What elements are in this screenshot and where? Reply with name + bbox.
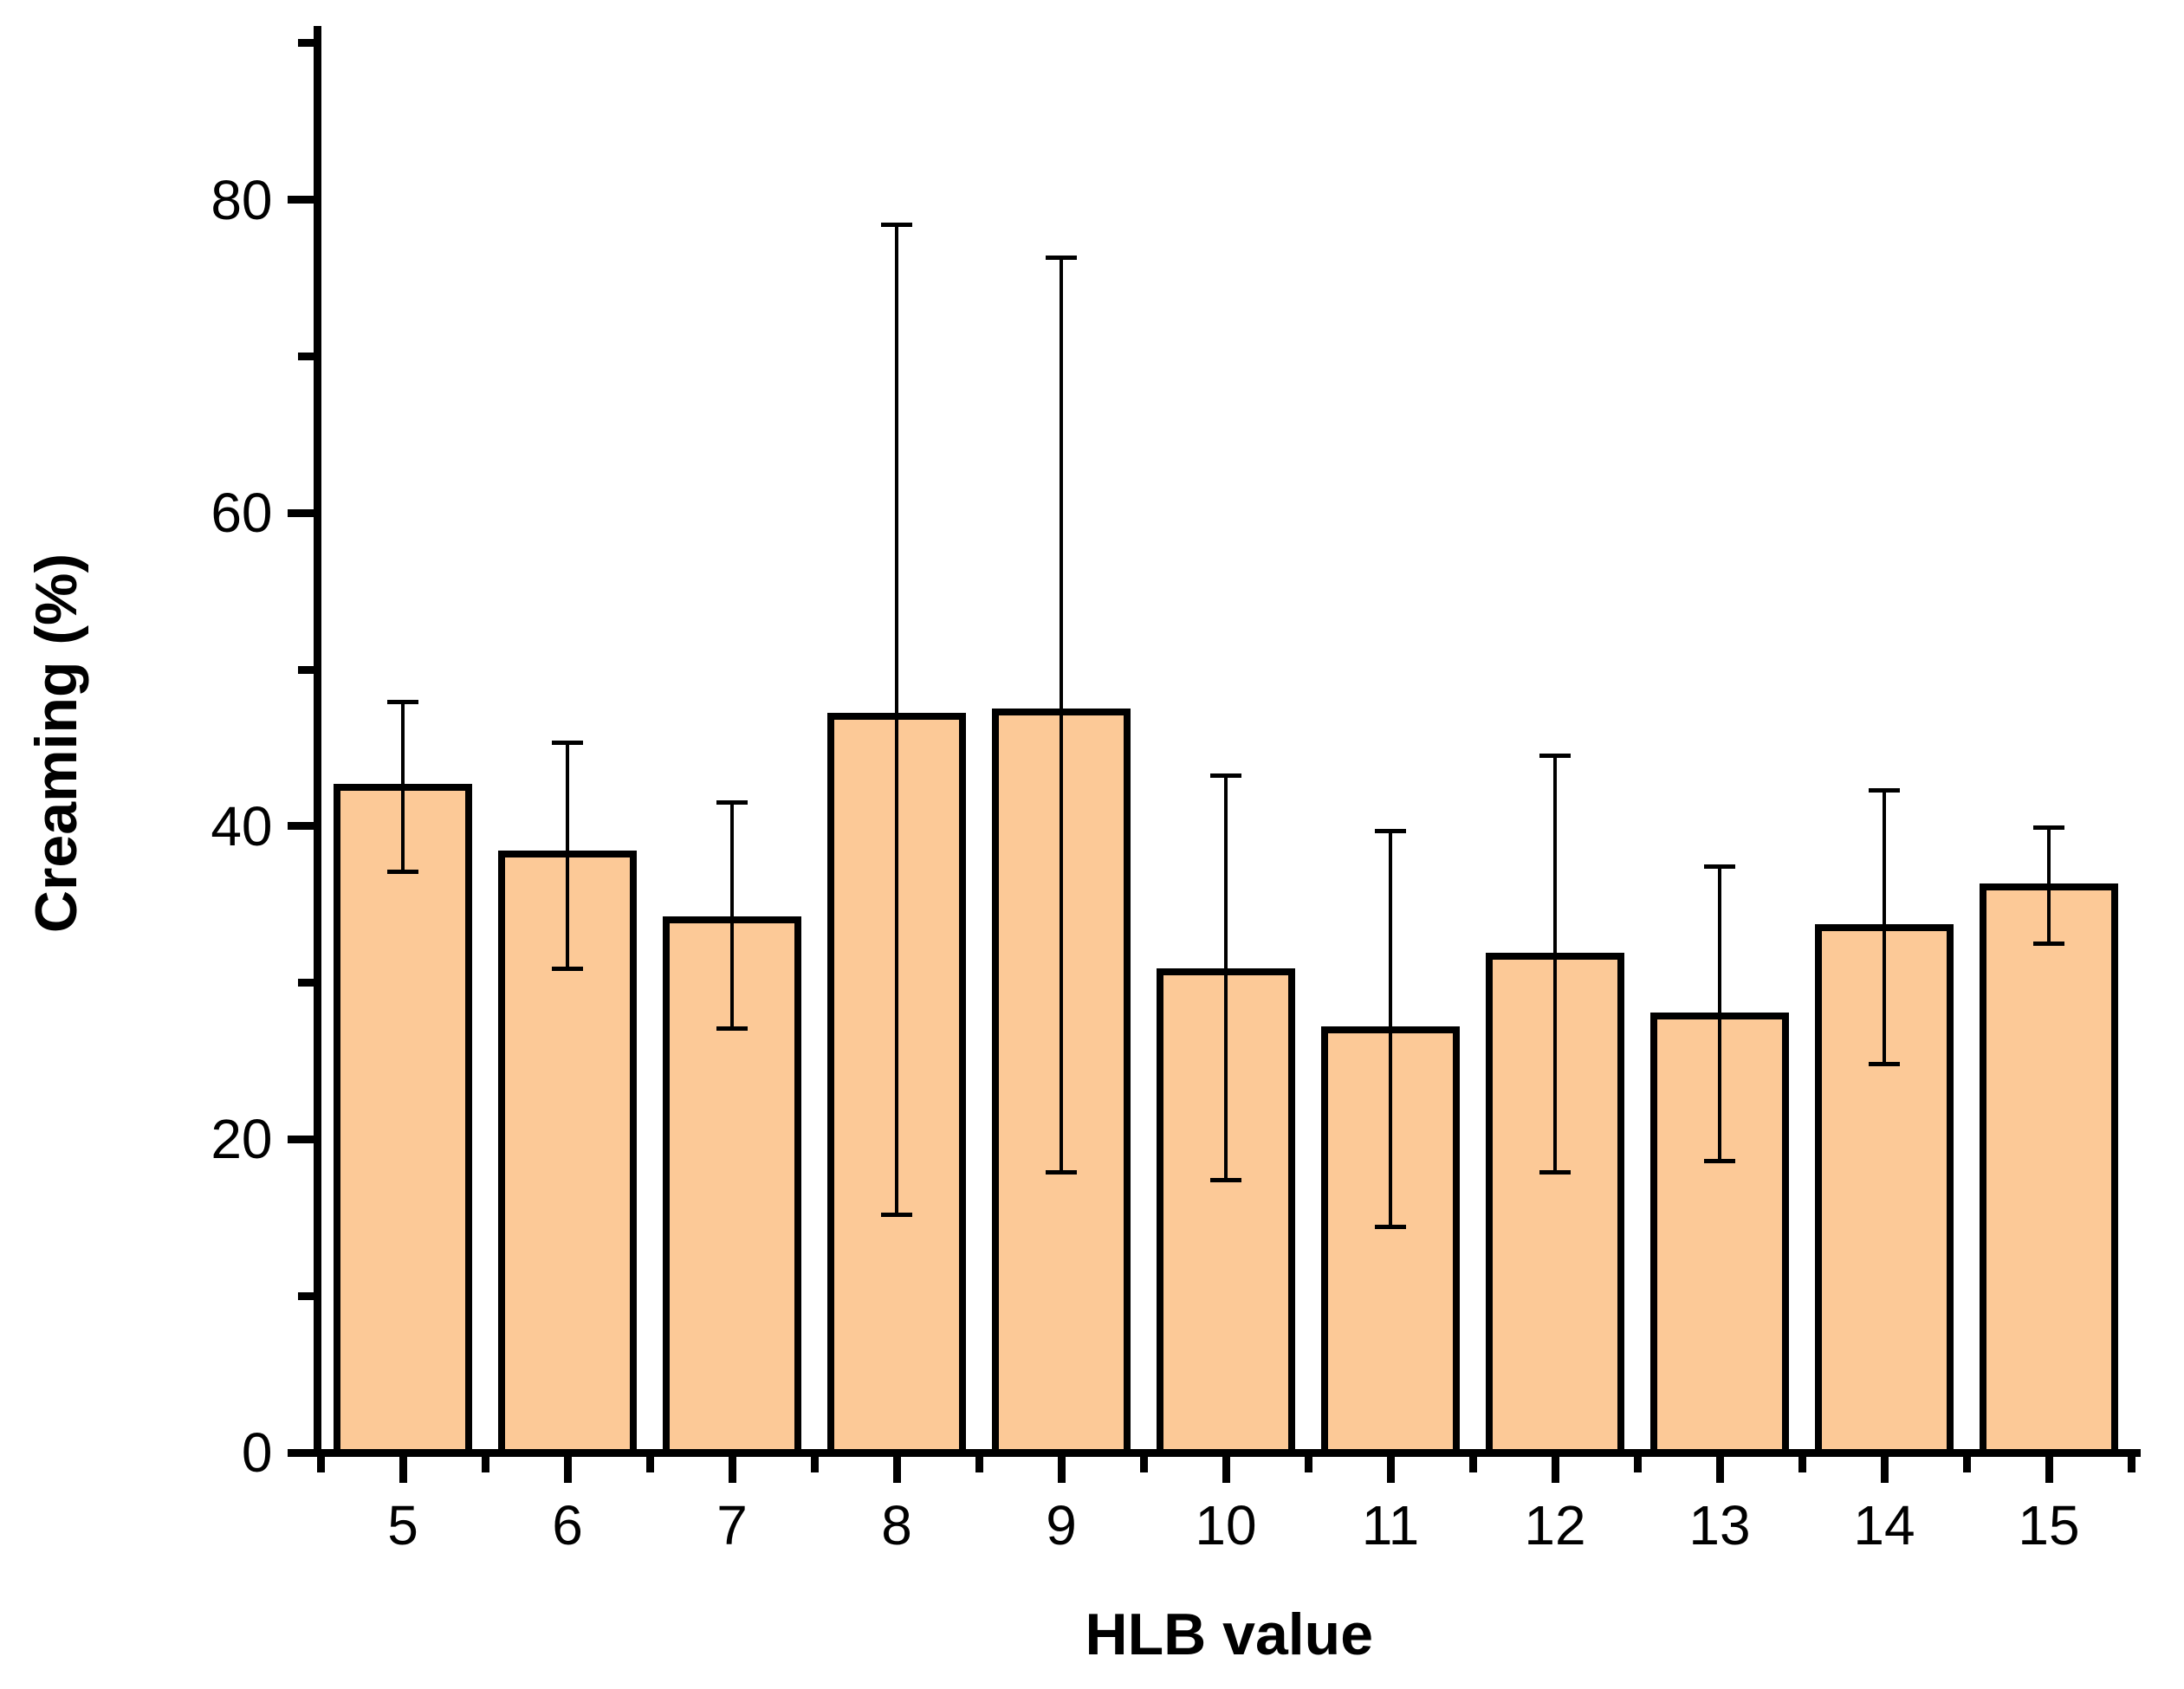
- y-tick-label: 0: [241, 1421, 273, 1484]
- x-tick-label: 5: [387, 1494, 418, 1556]
- x-major-tick: [2045, 1456, 2053, 1483]
- error-bar-stem-hlb-5: [401, 702, 405, 872]
- error-bar-stem-hlb-10: [1224, 775, 1228, 1181]
- x-major-tick: [1057, 1456, 1066, 1483]
- x-tick-label: 15: [2018, 1494, 2080, 1556]
- error-bar-stem-hlb-8: [895, 224, 898, 1215]
- error-bar-upper-cap-hlb-15: [2033, 825, 2064, 831]
- x-tick-label: 12: [1524, 1494, 1586, 1556]
- error-bar-stem-hlb-12: [1553, 755, 1557, 1173]
- y-tick-label: 40: [211, 794, 273, 857]
- x-tick-label: 13: [1688, 1494, 1751, 1556]
- error-bar-upper-cap-hlb-9: [1046, 255, 1077, 260]
- error-bar-lower-cap-hlb-14: [1869, 1062, 1900, 1067]
- x-minor-tick: [1962, 1456, 1971, 1472]
- x-minor-tick: [316, 1456, 325, 1472]
- error-bar-upper-cap-hlb-6: [552, 741, 583, 746]
- x-tick-label: 7: [716, 1494, 748, 1556]
- y-minor-tick: [298, 979, 314, 987]
- error-bar-stem-hlb-14: [1883, 790, 1886, 1065]
- x-tick-label: 11: [1361, 1494, 1420, 1556]
- x-major-tick: [1551, 1456, 1559, 1483]
- y-axis-line: [314, 26, 321, 1457]
- error-bar-stem-hlb-13: [1718, 866, 1721, 1162]
- error-bar-lower-cap-hlb-7: [716, 1026, 748, 1031]
- error-bar-stem-hlb-15: [2047, 827, 2051, 944]
- x-minor-tick: [481, 1456, 489, 1472]
- error-bar-lower-cap-hlb-11: [1375, 1225, 1406, 1230]
- x-minor-tick: [1139, 1456, 1148, 1472]
- x-tick-label: 6: [552, 1494, 583, 1556]
- y-major-tick: [288, 508, 314, 517]
- x-tick-label: 8: [881, 1494, 912, 1556]
- error-bar-upper-cap-hlb-8: [881, 223, 912, 228]
- x-tick-label: 9: [1046, 1494, 1077, 1556]
- error-bar-lower-cap-hlb-5: [387, 869, 418, 874]
- y-minor-tick: [298, 352, 314, 360]
- bar-hlb-5: [334, 783, 472, 1457]
- error-bar-lower-cap-hlb-6: [552, 966, 583, 971]
- error-bar-lower-cap-hlb-9: [1046, 1169, 1077, 1175]
- error-bar-lower-cap-hlb-10: [1210, 1177, 1241, 1182]
- error-bar-stem-hlb-9: [1060, 257, 1063, 1173]
- x-major-tick: [1715, 1456, 1724, 1483]
- error-bar-lower-cap-hlb-15: [2033, 941, 2064, 946]
- y-tick-label: 60: [211, 482, 273, 545]
- error-bar-stem-hlb-11: [1389, 831, 1392, 1227]
- x-minor-tick: [1798, 1456, 1806, 1472]
- error-bar-upper-cap-hlb-7: [716, 800, 748, 806]
- x-minor-tick: [2127, 1456, 2135, 1472]
- error-bar-upper-cap-hlb-14: [1869, 787, 1900, 793]
- x-tick-label: 14: [1853, 1494, 1915, 1556]
- error-bar-upper-cap-hlb-12: [1539, 753, 1571, 758]
- error-bar-stem-hlb-6: [566, 742, 569, 969]
- x-minor-tick: [1633, 1456, 1642, 1472]
- y-major-tick: [288, 1448, 314, 1457]
- error-bar-lower-cap-hlb-12: [1539, 1169, 1571, 1175]
- x-axis-title: HLB value: [1085, 1602, 1374, 1667]
- y-major-tick: [288, 822, 314, 831]
- error-bar-upper-cap-hlb-5: [387, 700, 418, 705]
- x-minor-tick: [645, 1456, 654, 1472]
- x-major-tick: [563, 1456, 572, 1483]
- x-major-tick: [892, 1456, 901, 1483]
- x-major-tick: [1222, 1456, 1230, 1483]
- bar-hlb-11: [1321, 1026, 1460, 1457]
- y-minor-tick: [298, 1291, 314, 1300]
- error-bar-lower-cap-hlb-13: [1704, 1159, 1735, 1164]
- bar-hlb-15: [1980, 883, 2118, 1457]
- x-minor-tick: [975, 1456, 983, 1472]
- x-major-tick: [1880, 1456, 1889, 1483]
- x-major-tick: [728, 1456, 736, 1483]
- x-minor-tick: [1304, 1456, 1312, 1472]
- x-minor-tick: [810, 1456, 819, 1472]
- y-minor-tick: [298, 665, 314, 674]
- x-tick-label: 10: [1195, 1494, 1257, 1556]
- error-bar-upper-cap-hlb-13: [1704, 864, 1735, 870]
- bar-hlb-10: [1157, 967, 1295, 1457]
- y-minor-tick: [298, 39, 314, 48]
- y-tick-label: 80: [211, 168, 273, 231]
- y-major-tick: [288, 1135, 314, 1143]
- x-major-tick: [399, 1456, 407, 1483]
- x-minor-tick: [1468, 1456, 1477, 1472]
- error-bar-upper-cap-hlb-10: [1210, 773, 1241, 779]
- y-tick-label: 20: [211, 1108, 273, 1171]
- error-bar-upper-cap-hlb-11: [1375, 828, 1406, 833]
- x-major-tick: [1386, 1456, 1395, 1483]
- y-major-tick: [288, 196, 314, 204]
- error-bar-lower-cap-hlb-8: [881, 1212, 912, 1217]
- y-axis-title: Creaming (%): [23, 553, 89, 934]
- error-bar-stem-hlb-7: [730, 802, 734, 1029]
